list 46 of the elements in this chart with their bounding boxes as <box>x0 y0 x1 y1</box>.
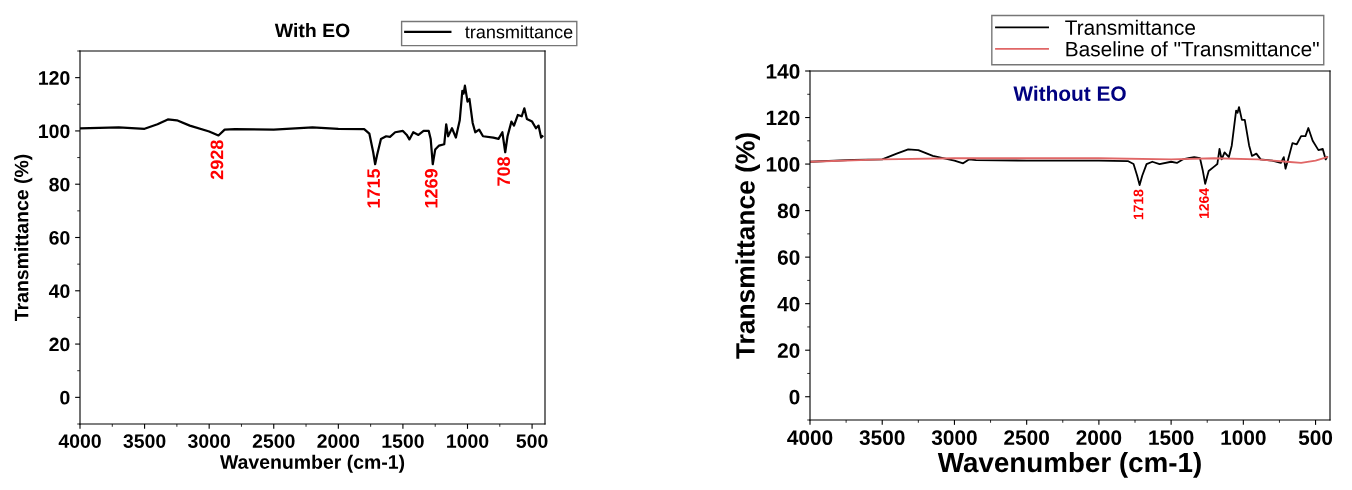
annotation: 708 <box>497 156 511 186</box>
y-tick-label: 60 <box>49 230 70 245</box>
annotation: 1715 <box>367 168 380 208</box>
y-tick-label: 0 <box>789 389 800 405</box>
annotation: 2928 <box>210 140 224 180</box>
annotation: 1718 <box>1133 189 1144 220</box>
x-tick-label: 2000 <box>317 434 360 448</box>
chart-title: With EO <box>274 23 350 38</box>
y-tick-label: 40 <box>48 284 70 299</box>
x-tick-label: 1500 <box>382 434 424 448</box>
y-tick-label: 80 <box>49 177 70 192</box>
y-tick-label: 100 <box>39 124 70 139</box>
y-tick-label: 0 <box>60 390 70 405</box>
y-tick-label: 40 <box>777 296 800 312</box>
y-tick-label: 140 <box>766 64 800 79</box>
y-axis-title: Transmittance (%) <box>735 133 760 359</box>
x-tick-label: 3500 <box>859 430 905 446</box>
y-tick-label: 20 <box>49 337 70 352</box>
x-tick-label: 3000 <box>931 430 977 446</box>
annotation: 1264 <box>1199 188 1209 219</box>
y-tick-label: 60 <box>777 250 800 265</box>
x-axis-title: Wavenumber (cm-1) <box>937 451 1201 478</box>
y-tick-label: 120 <box>39 71 70 85</box>
x-tick-label: 3500 <box>123 434 166 449</box>
legend-label: Transmittance <box>1065 19 1196 35</box>
y-tick-label: 80 <box>777 203 800 219</box>
legend-label: transmittance <box>465 25 573 39</box>
x-tick-label: 2500 <box>252 434 295 448</box>
x-tick-label: 500 <box>1298 430 1333 446</box>
x-tick-label: 3000 <box>187 434 230 449</box>
y-tick-label: 20 <box>777 343 800 358</box>
x-tick-label: 1500 <box>1149 430 1194 446</box>
legend-label: Baseline of "Transmittance" <box>1066 41 1319 57</box>
y-tick-label: 100 <box>766 157 800 172</box>
x-tick-label: 4000 <box>787 430 833 446</box>
annotation: 1269 <box>424 169 438 208</box>
x-tick-label: 2000 <box>1076 430 1122 446</box>
x-tick-label: 4000 <box>58 434 101 448</box>
x-tick-label: 1000 <box>447 434 489 448</box>
x-tick-label: 500 <box>516 434 548 448</box>
x-tick-label: 1000 <box>1221 430 1266 446</box>
y-tick-label: 120 <box>766 110 800 126</box>
annotation: Without EO <box>1013 85 1126 102</box>
y-axis-title: Transmittance (%) <box>14 154 33 322</box>
x-axis-title: Wavenumber (cm-1) <box>219 454 405 473</box>
x-tick-label: 2500 <box>1004 430 1049 446</box>
